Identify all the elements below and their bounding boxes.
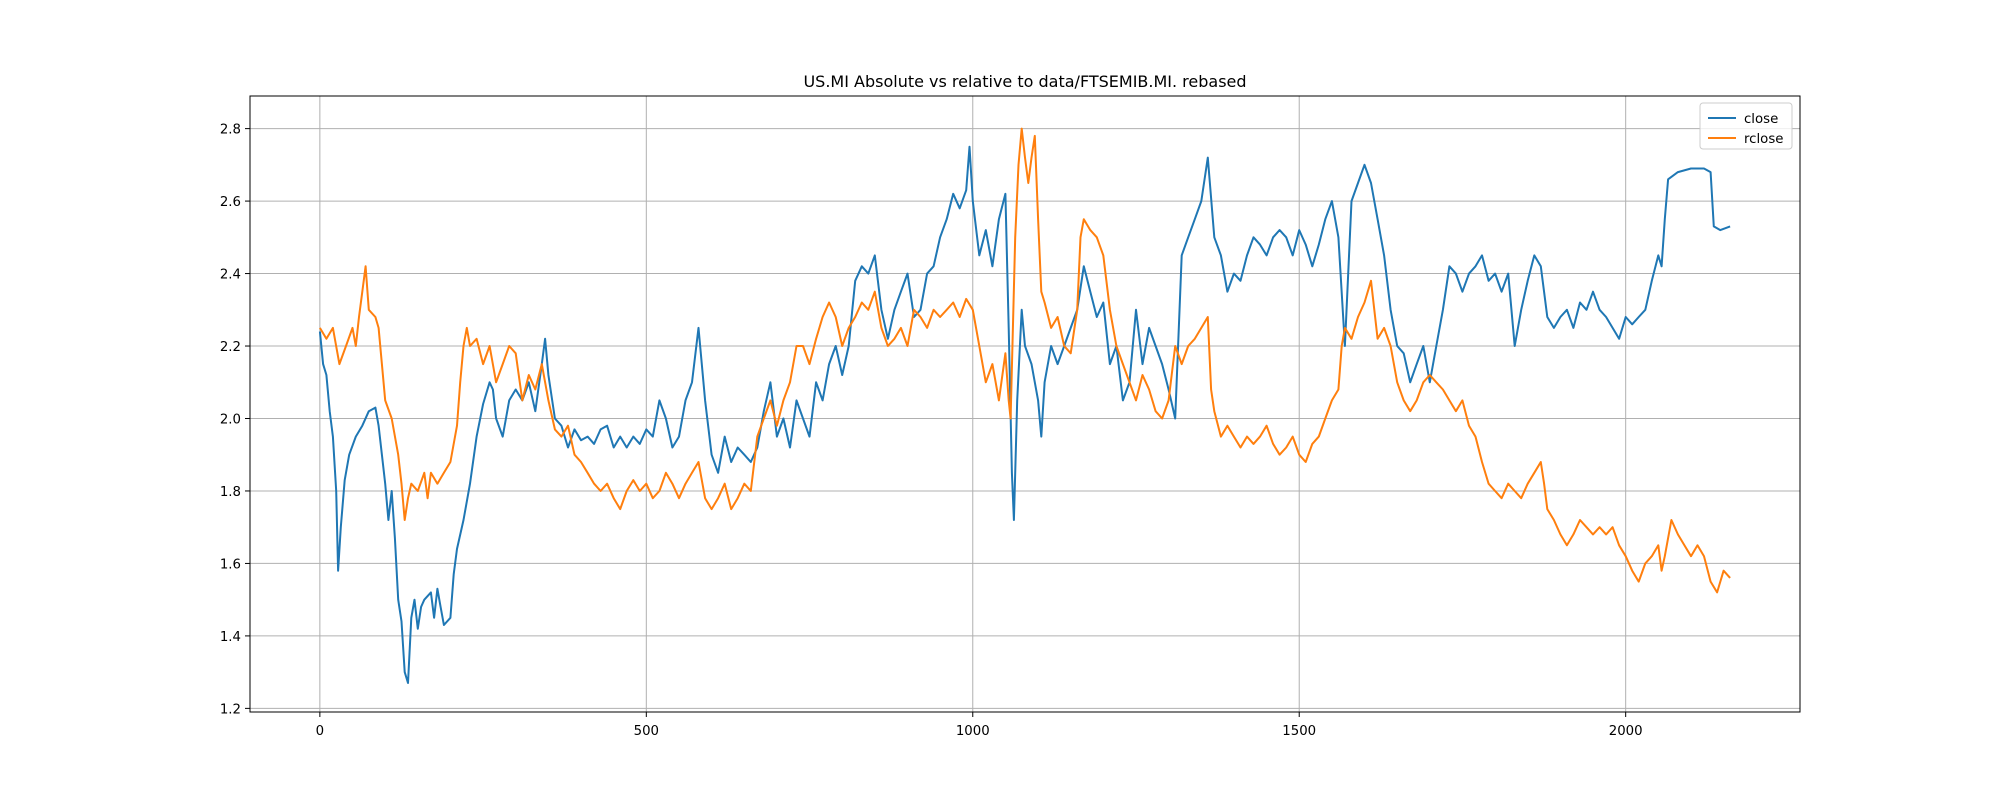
x-tick-label: 1500 (1282, 724, 1316, 739)
x-tick-label: 500 (634, 724, 659, 739)
series-line-rclose (319, 127, 1731, 594)
y-tick-label: 1.8 (220, 485, 241, 500)
legend-label-close: close (1744, 112, 1778, 127)
x-tick-label: 0 (316, 724, 324, 739)
y-tick-label: 2.4 (220, 268, 241, 283)
series-line-close (318, 145, 1731, 684)
x-tick-label: 1000 (956, 724, 990, 739)
x-tick-label: 2000 (1609, 724, 1643, 739)
y-tick-label: 2.6 (220, 195, 241, 210)
legend: close rclose (1699, 102, 1793, 150)
y-tick-label: 2.0 (220, 412, 241, 427)
y-tick-label: 2.8 (220, 123, 241, 138)
plot-area: 0 500 1000 1500 2000 1.2 1.4 1.6 1.8 2.0 2.2 2.4 2.6… (220, 95, 1801, 739)
y-tick-label: 1.4 (220, 630, 241, 645)
axes-frame (249, 95, 1801, 713)
y-tick-label: 1.2 (220, 702, 241, 717)
y-tick-label: 2.2 (220, 340, 241, 355)
legend-label-rclose: rclose (1744, 132, 1783, 147)
y-tick-label: 1.6 (220, 557, 241, 572)
chart-title: US.MI Absolute vs relative to data/FTSEM… (803, 72, 1246, 91)
